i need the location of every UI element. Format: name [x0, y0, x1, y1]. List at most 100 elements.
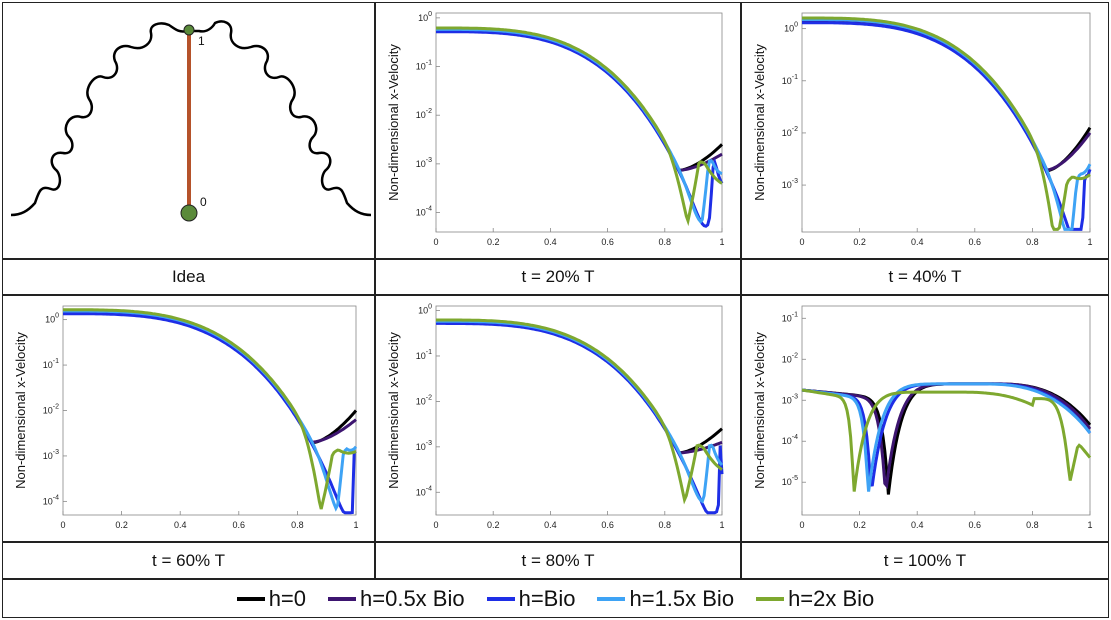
x-tick-label: 0.4 [911, 237, 924, 247]
legend-swatch [328, 596, 357, 601]
y-tick-label: 10-4 [782, 434, 798, 446]
x-tick-label: 0 [433, 237, 438, 247]
y-tick-label: 10-3 [782, 393, 798, 405]
plot-area [801, 12, 1091, 233]
x-tick-label: 0.4 [911, 520, 924, 530]
legend-item-h15: h=1.5x Bio [597, 586, 734, 612]
y-tick-label: 10-1 [782, 311, 798, 323]
y-tick-label: 100 [45, 313, 59, 325]
x-tick-label: 0.6 [969, 237, 982, 247]
chart-panel-3: Non-dimensional x-Velocity 0 0.2 0.4 0.6 0.8 1… [2, 295, 375, 542]
chart-t40: Non-dimensional x-Velocity 0 0.2 0.4 0.6 0.8 1… [752, 12, 1093, 247]
legend: h=0 h=0.5x Bio h=Bio h=1.5x Bio h=2x Bio [2, 579, 1109, 618]
y-tick-label: 100 [784, 22, 798, 34]
chart-panel-4: Non-dimensional x-Velocity 0 0.2 0.4 0.6 0.8 1… [375, 295, 741, 542]
series-line [436, 30, 724, 228]
x-tick-label: 0.2 [487, 520, 500, 530]
chart-t20: Non-dimensional x-Velocity 0 0.2 0.4 0.6 0.8 1… [386, 11, 725, 247]
series-line [63, 309, 358, 512]
series-line [436, 318, 723, 505]
chart-caption-3: t = 60% T [2, 542, 375, 579]
x-tick-label: 0.8 [1026, 520, 1039, 530]
legend-label: h=2x Bio [788, 585, 875, 611]
x-tick-label: 0.6 [233, 520, 246, 530]
chart-caption-1: t = 20% T [375, 259, 741, 295]
legend-item-h0: h=0 [236, 586, 306, 612]
legend-swatch [756, 596, 785, 601]
y-tick-label: 10-2 [416, 108, 432, 120]
x-tick-label: 1 [719, 520, 724, 530]
legend-item-h05: h=0.5x Bio [328, 586, 465, 612]
x-tick-label: 0.2 [487, 237, 500, 247]
x-tick-label: 0.4 [174, 520, 187, 530]
y-tick-label: 10-1 [416, 349, 432, 361]
series-line [436, 27, 723, 224]
series-line [801, 388, 1092, 492]
series-line [63, 312, 357, 515]
x-tick-label: 0.2 [115, 520, 128, 530]
chart-panel-5: Non-dimensional x-Velocity 0 0.2 0.4 0.6 0.8 1… [741, 295, 1109, 542]
chart-caption-5: t = 100% T [741, 542, 1109, 579]
y-tick-label: 10-1 [43, 358, 59, 370]
series-line [802, 16, 1091, 231]
x-tick-label: 0 [433, 520, 438, 530]
chart-caption-2: t = 40% T [741, 259, 1109, 295]
idea-caption: Idea [2, 259, 375, 295]
y-tick-label: 100 [418, 11, 432, 23]
y-axis-label: Non-dimensional x-Velocity [386, 332, 401, 489]
x-tick-label: 0 [799, 237, 804, 247]
gear-diagram: 1 0 [10, 20, 372, 222]
y-tick-label: 10-1 [782, 74, 798, 86]
y-tick-label: 10-2 [416, 394, 432, 406]
x-tick-label: 0.8 [291, 520, 304, 530]
y-tick-label: 10-2 [782, 126, 798, 138]
x-tick-label: 0.8 [659, 520, 672, 530]
x-tick-label: 0.8 [659, 237, 672, 247]
x-tick-label: 1 [353, 520, 358, 530]
y-tick-label: 10-4 [416, 206, 432, 218]
bottom-node [180, 204, 198, 222]
y-tick-label: 10-3 [782, 178, 798, 190]
legend-item-h1: h=Bio [486, 586, 575, 612]
series-line [801, 382, 1092, 492]
series-line [436, 321, 724, 515]
y-axis-label: Non-dimensional x-Velocity [13, 332, 28, 489]
top-node [183, 24, 195, 36]
x-tick-label: 1 [719, 237, 724, 247]
y-tick-label: 10-2 [43, 404, 59, 416]
node-label-bottom: 0 [200, 195, 207, 209]
y-tick-label: 10-2 [782, 352, 798, 364]
chart-t80: Non-dimensional x-Velocity 0 0.2 0.4 0.6 0.8 1… [386, 304, 725, 530]
plot-area [435, 12, 723, 233]
legend-swatch [597, 596, 626, 601]
chart-t100: Non-dimensional x-Velocity 0 0.2 0.4 0.6 0.8 1… [752, 305, 1093, 530]
legend-label: h=1.5x Bio [629, 585, 735, 611]
idea-panel: 1 0 [2, 2, 375, 259]
chart-panel-2: Non-dimensional x-Velocity 0 0.2 0.4 0.6 0.8 1… [741, 2, 1109, 259]
y-tick-label: 100 [418, 304, 432, 316]
y-axis-label: Non-dimensional x-Velocity [752, 44, 767, 201]
legend-swatch [236, 596, 265, 601]
node-label-top: 1 [198, 34, 205, 48]
plot-area [435, 305, 723, 516]
x-tick-label: 0.6 [969, 520, 982, 530]
chart-t60: Non-dimensional x-Velocity 0 0.2 0.4 0.6 0.8 1… [13, 305, 359, 530]
x-tick-label: 0.6 [601, 520, 614, 530]
y-tick-label: 10-3 [43, 449, 59, 461]
legend-item-h2: h=2x Bio [756, 586, 874, 612]
x-tick-label: 1 [1087, 520, 1092, 530]
series-line [436, 26, 723, 227]
y-tick-label: 10-1 [416, 60, 432, 72]
y-tick-label: 10-3 [416, 440, 432, 452]
x-tick-label: 0.2 [853, 237, 866, 247]
x-tick-label: 0 [799, 520, 804, 530]
y-axis-label: Non-dimensional x-Velocity [752, 332, 767, 489]
x-tick-label: 0.6 [601, 237, 614, 247]
x-tick-label: 0.8 [1026, 237, 1039, 247]
x-tick-label: 0.2 [853, 520, 866, 530]
y-tick-label: 10-4 [43, 494, 59, 506]
chart-panel-1: Non-dimensional x-Velocity 0 0.2 0.4 0.6 0.8 1… [375, 2, 741, 259]
x-tick-label: 0.4 [544, 237, 557, 247]
y-tick-label: 10-4 [416, 485, 432, 497]
